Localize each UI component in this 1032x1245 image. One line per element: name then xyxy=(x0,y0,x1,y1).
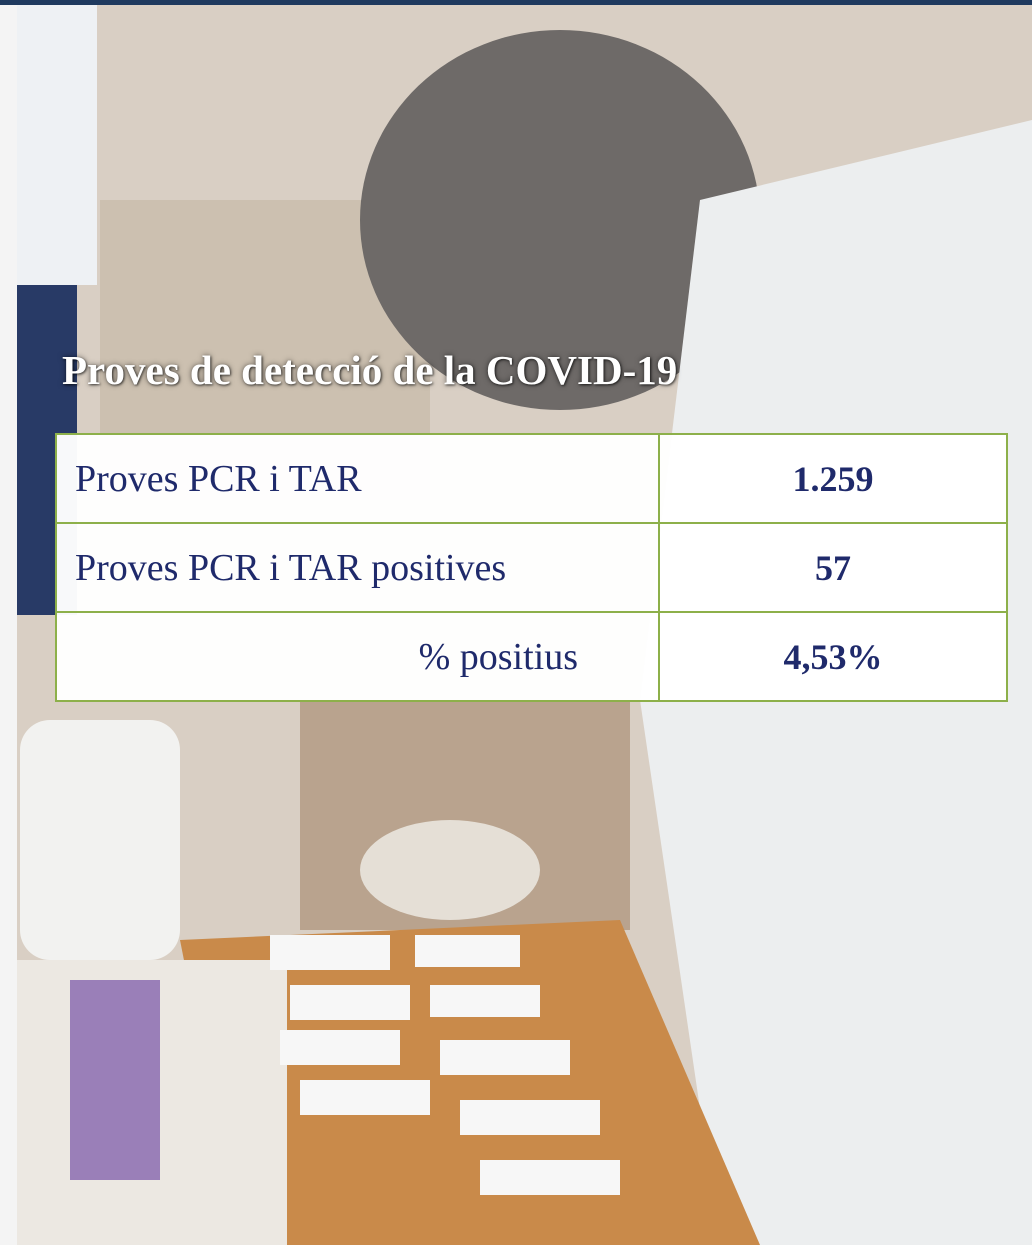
window xyxy=(17,5,97,285)
row-label: Proves PCR i TAR xyxy=(56,434,659,523)
table-row: % positius 4,53% xyxy=(56,612,1007,701)
row-label: Proves PCR i TAR positives xyxy=(56,523,659,612)
table-row: Proves PCR i TAR positives 57 xyxy=(56,523,1007,612)
results-table: Proves PCR i TAR 1.259 Proves PCR i TAR … xyxy=(55,433,1008,702)
cassette xyxy=(415,935,520,967)
gloved-hand xyxy=(360,820,540,920)
cassette xyxy=(280,1030,400,1065)
cassette xyxy=(460,1100,600,1135)
table-row: Proves PCR i TAR 1.259 xyxy=(56,434,1007,523)
cassette xyxy=(290,985,410,1020)
cassette xyxy=(430,985,540,1017)
page: Proves de detecció de la COVID-19 Proves… xyxy=(0,0,1032,1245)
bottle xyxy=(20,720,180,960)
cassette xyxy=(270,935,390,970)
cassette xyxy=(480,1160,620,1195)
top-bar xyxy=(0,0,1032,5)
cassette xyxy=(440,1040,570,1075)
box-label xyxy=(70,980,160,1180)
cassette xyxy=(300,1080,430,1115)
row-value: 57 xyxy=(659,523,1007,612)
row-label: % positius xyxy=(56,612,659,701)
left-border xyxy=(0,5,17,1245)
row-value: 1.259 xyxy=(659,434,1007,523)
title: Proves de detecció de la COVID-19 xyxy=(62,346,677,394)
row-value: 4,53% xyxy=(659,612,1007,701)
